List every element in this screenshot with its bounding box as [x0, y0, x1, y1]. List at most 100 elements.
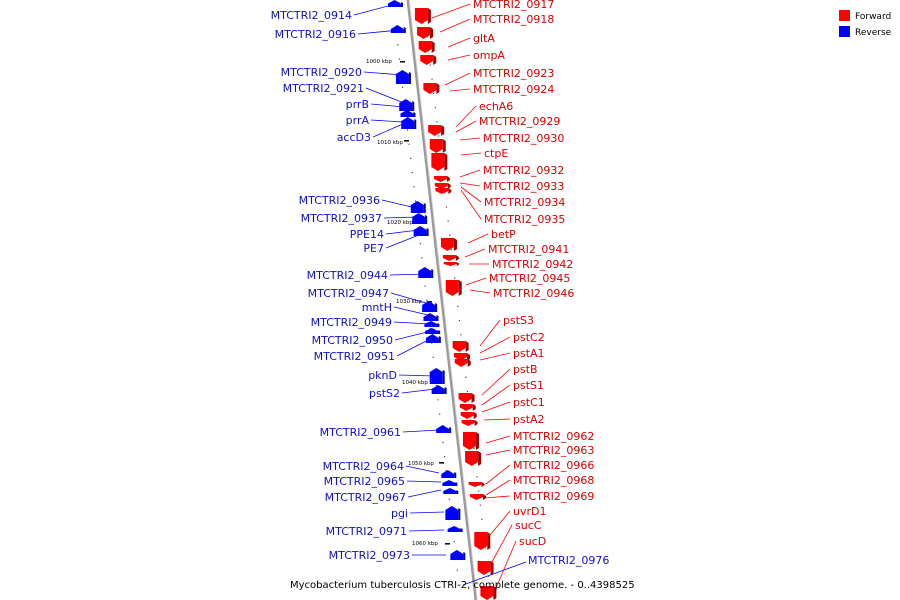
gene-label-mnth[interactable]: mntH: [362, 301, 392, 314]
gene-label-mtctri2-0937[interactable]: MTCTRI2_0937: [301, 212, 382, 225]
gene-label-ctpe[interactable]: ctpE: [484, 147, 508, 160]
gene-label-sucd[interactable]: sucD: [519, 535, 546, 548]
gene-label-mtctri2-0963[interactable]: MTCTRI2_0963: [513, 444, 594, 457]
forward-feature: [418, 41, 432, 53]
gene-label-mtctri2-0936[interactable]: MTCTRI2_0936: [299, 194, 380, 207]
reverse-feature-shade: [401, 2, 403, 7]
scale-tick-label: 1060 kbp: [412, 541, 438, 547]
gene-label-psts2[interactable]: pstS2: [369, 387, 400, 400]
reverse-feature: [422, 301, 436, 312]
gene-label-pstc2[interactable]: pstC2: [513, 331, 545, 344]
gene-label-succ[interactable]: sucC: [515, 519, 542, 532]
gene-label-mtctri2-0950[interactable]: MTCTRI2_0950: [312, 334, 393, 347]
gene-label-mtctri2-0914[interactable]: MTCTRI2_0914: [271, 9, 352, 22]
gene-leader-line: [408, 529, 445, 532]
gene-label-accd3[interactable]: accD3: [337, 131, 371, 144]
forward-feature: [458, 393, 472, 403]
gene-label-mtctri2-0961[interactable]: MTCTRI2_0961: [320, 426, 401, 439]
caption: Mycobacterium tuberculosis CTRI-2, compl…: [290, 580, 635, 591]
reverse-feature-shade: [426, 228, 429, 236]
gene-label-mtctri2-0949[interactable]: MTCTRI2_0949: [311, 316, 392, 329]
backbone-dot: [447, 220, 449, 222]
gene-label-mtctri2-0930[interactable]: MTCTRI2_0930: [483, 132, 564, 145]
gene-label-mtctri2-0962[interactable]: MTCTRI2_0962: [513, 430, 594, 443]
gene-label-mtctri2-0918[interactable]: MTCTRI2_0918: [473, 13, 554, 26]
forward-feature-shade: [473, 412, 477, 419]
gene-leader-line: [447, 37, 471, 48]
gene-label-mtctri2-0935[interactable]: MTCTRI2_0935: [484, 213, 565, 226]
gene-label-betp[interactable]: betP: [491, 228, 516, 241]
gene-label-mtctri2-0933[interactable]: MTCTRI2_0933: [483, 180, 564, 193]
gene-label-mtctri2-0923[interactable]: MTCTRI2_0923: [473, 67, 554, 80]
gene-label-prrb[interactable]: prrB: [346, 98, 369, 111]
gene-label-mtctri2-0942[interactable]: MTCTRI2_0942: [492, 258, 573, 271]
gene-label-mtctri2-0920[interactable]: MTCTRI2_0920: [281, 66, 362, 79]
gene-label-mtctri2-0916[interactable]: MTCTRI2_0916: [275, 28, 356, 41]
gene-label-psts3[interactable]: pstS3: [503, 314, 534, 327]
forward-feature: [462, 432, 476, 450]
gene-label-mtctri2-0971[interactable]: MTCTRI2_0971: [326, 525, 407, 538]
gene-label-mtctri2-0924[interactable]: MTCTRI2_0924: [473, 83, 554, 96]
gene-label-mtctri2-0968[interactable]: MTCTRI2_0968: [513, 474, 594, 487]
gene-label-mtctri2-0947[interactable]: MTCTRI2_0947: [308, 287, 389, 300]
gene-label-echa6[interactable]: echA6: [479, 100, 513, 113]
reverse-feature-shade: [456, 490, 459, 494]
forward-feature-shade: [481, 482, 485, 487]
gene-label-mtctri2-0969[interactable]: MTCTRI2_0969: [513, 490, 594, 503]
gene-leader-line: [389, 273, 427, 276]
gene-label-mtctri2-0921[interactable]: MTCTRI2_0921: [283, 82, 364, 95]
gene-label-mtctri2-0946[interactable]: MTCTRI2_0946: [493, 287, 574, 300]
gene-label-mtctri2-0967[interactable]: MTCTRI2_0967: [325, 491, 406, 504]
legend-label-forward: Forward: [855, 12, 891, 22]
reverse-feature-shade: [423, 203, 426, 213]
gene-label-mtctri2-0966[interactable]: MTCTRI2_0966: [513, 459, 594, 472]
forward-feature-shade: [475, 432, 479, 450]
gene-label-mtctri2-0964[interactable]: MTCTRI2_0964: [323, 460, 404, 473]
gene-label-glta[interactable]: gltA: [473, 32, 495, 45]
reverse-feature-shade: [412, 101, 415, 111]
gene-label-mtctri2-0934[interactable]: MTCTRI2_0934: [484, 196, 565, 209]
forward-feature: [468, 482, 482, 487]
gene-label-mtctri2-0945[interactable]: MTCTRI2_0945: [489, 272, 570, 285]
gene-label-pgi[interactable]: pgi: [391, 507, 408, 520]
gene-label-pstc1[interactable]: pstC1: [513, 396, 545, 409]
gene-leader-line: [460, 186, 482, 203]
reverse-feature-shade: [414, 119, 417, 129]
gene-label-psta1[interactable]: pstA1: [513, 347, 545, 360]
gene-label-mtctri2-0965[interactable]: MTCTRI2_0965: [324, 475, 405, 488]
gene-label-pe7[interactable]: PE7: [363, 242, 384, 255]
gene-leader-line: [406, 480, 442, 483]
forward-feature: [433, 176, 447, 182]
gene-label-psta2[interactable]: pstA2: [513, 413, 545, 426]
gene-label-pknd[interactable]: pknD: [368, 369, 397, 382]
gene-label-ompa[interactable]: ompA: [473, 49, 505, 62]
gene-label-uvrd1[interactable]: uvrD1: [513, 505, 546, 518]
gene-leader-line: [363, 71, 404, 76]
gene-label-prra[interactable]: prrA: [346, 114, 370, 127]
gene-label-mtctri2-0929[interactable]: MTCTRI2_0929: [479, 115, 560, 128]
reverse-feature: [447, 526, 461, 532]
gene-label-ppe14[interactable]: PPE14: [350, 228, 384, 241]
backbone-dot: [443, 456, 446, 458]
backbone-dot: [434, 107, 436, 109]
gene-leader-line: [365, 87, 405, 104]
scale-tick-mark: [400, 61, 405, 63]
gene-label-mtctri2-0973[interactable]: MTCTRI2_0973: [329, 549, 410, 562]
gene-leader-line: [407, 489, 442, 498]
gene-label-mtctri2-0944[interactable]: MTCTRI2_0944: [307, 269, 388, 282]
backbone-dot: [398, 58, 401, 60]
gene-label-mtctri2-0941[interactable]: MTCTRI2_0941: [488, 243, 569, 256]
forward-feature-shade: [487, 532, 491, 550]
gene-label-mtctri2-0951[interactable]: MTCTRI2_0951: [314, 350, 395, 363]
gene-label-mtctri2-0917[interactable]: MTCTRI2_0917: [473, 0, 554, 11]
forward-feature-shade: [447, 183, 451, 189]
gene-leader-line: [449, 88, 471, 92]
reverse-feature: [395, 70, 409, 84]
gene-label-mtctri2-0976[interactable]: MTCTRI2_0976: [528, 554, 609, 567]
forward-feature-shade: [493, 586, 497, 600]
gene-label-pstb[interactable]: pstB: [513, 363, 538, 376]
gene-label-mtctri2-0932[interactable]: MTCTRI2_0932: [483, 164, 564, 177]
backbone-dot: [450, 249, 452, 251]
forward-feature: [443, 262, 457, 266]
gene-label-psts1[interactable]: pstS1: [513, 379, 544, 392]
